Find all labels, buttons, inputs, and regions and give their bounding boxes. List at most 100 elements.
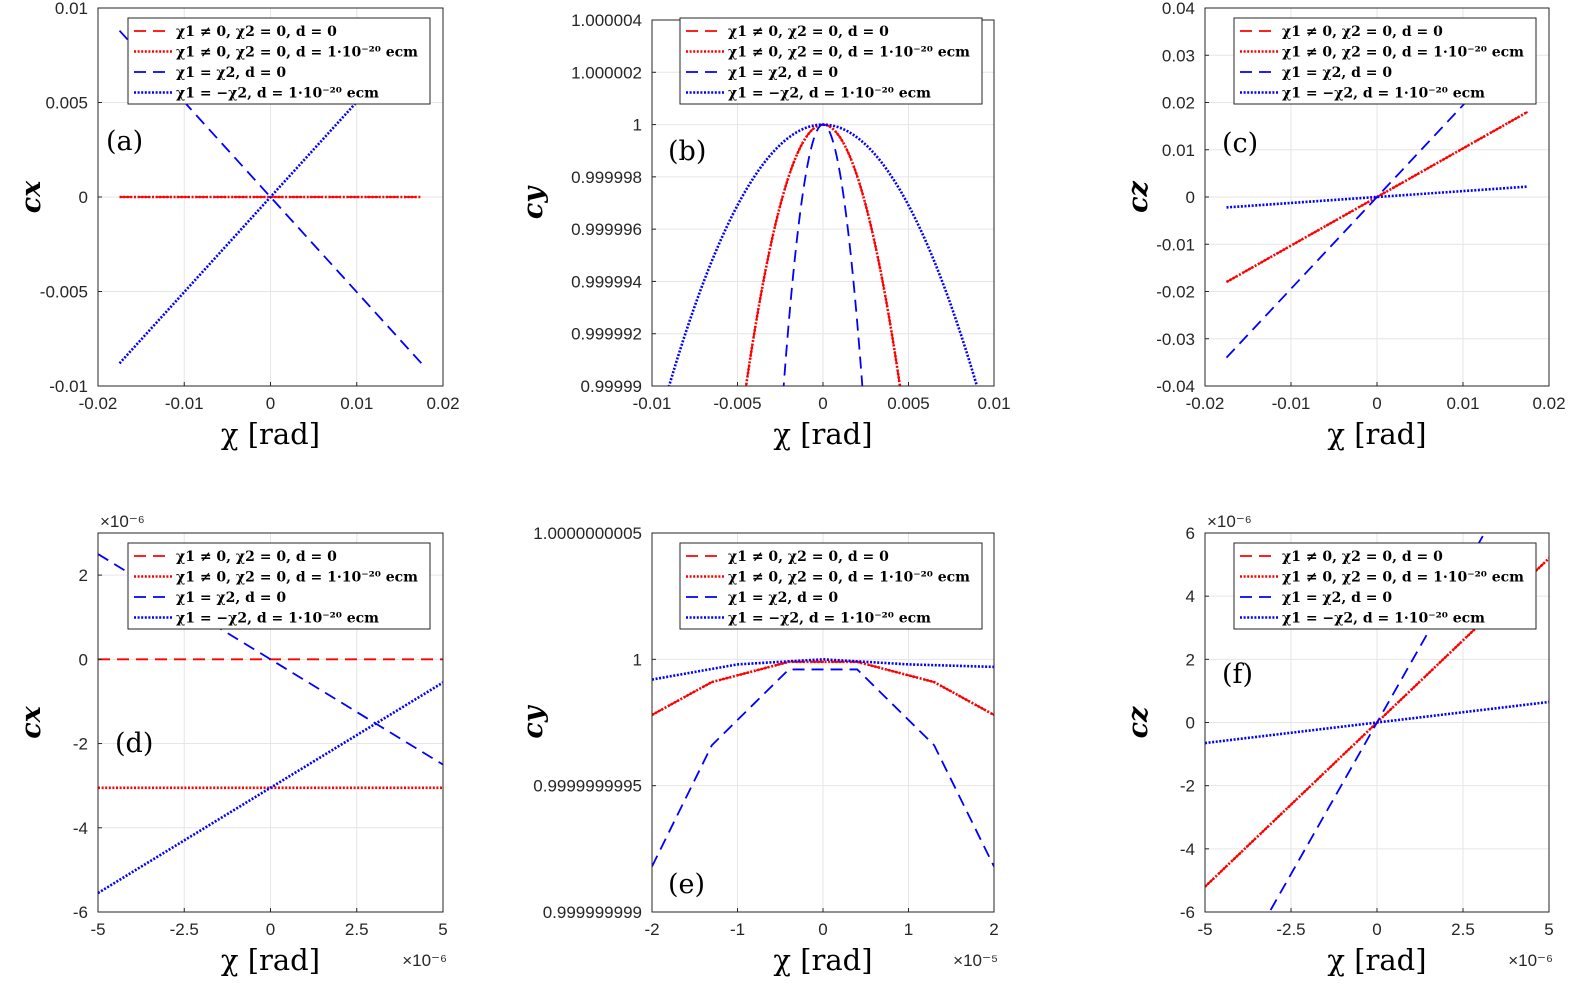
y-tick-label: 0.999996 — [571, 220, 642, 239]
legend-box — [127, 542, 431, 630]
y-tick-label: 0.005 — [45, 94, 88, 113]
y-tick-label: 0.999998 — [571, 168, 642, 187]
x-axis-label: χ [rad] — [221, 417, 320, 451]
series-line-3 — [652, 668, 994, 867]
x-tick-label: -1 — [730, 920, 745, 939]
x-tick-label: -0.02 — [79, 394, 118, 413]
y-tick-label: 0 — [79, 650, 88, 669]
x-tick-label: 0.02 — [426, 394, 459, 413]
x-tick-label: 5 — [438, 920, 447, 939]
legend-label: χ1 ≠ 0, χ2 = 0, d = 0 — [728, 24, 889, 40]
subplot-c: -0.02 -0.01 0 0.01 0.02 -0.04 -0.03 -0.02 -0.01 0… — [1123, 0, 1566, 451]
legend-label: χ1 = χ2, d = 0 — [176, 65, 286, 81]
x-tick-label: -2 — [644, 920, 659, 939]
legend-label: χ1 = χ2, d = 0 — [728, 65, 838, 81]
y-axis-label: cy — [518, 185, 549, 219]
x-multiplier: ×10⁻⁶ — [1508, 951, 1553, 970]
y-tick-label: 1.000004 — [571, 11, 642, 30]
x-tick-label: 0 — [818, 394, 827, 413]
x-tick-label: -0.02 — [1186, 394, 1225, 413]
y-tick-label: -0.005 — [40, 283, 88, 302]
x-tick-label: 0.01 — [340, 394, 373, 413]
legend-label: χ1 ≠ 0, χ2 = 0, d = 1·10⁻²⁰ ecm — [728, 570, 970, 586]
y-tick-label: 0 — [1186, 714, 1195, 733]
series-line-4 — [118, 29, 423, 365]
y-tick-label: -2 — [73, 735, 88, 754]
x-tick-label: -5 — [90, 920, 105, 939]
legend-label: χ1 ≠ 0, χ2 = 0, d = 1·10⁻²⁰ ecm — [1282, 45, 1524, 61]
y-tick-label: -4 — [73, 819, 88, 838]
series-group — [667, 123, 979, 386]
legend-box — [679, 17, 983, 105]
legend-box — [127, 17, 431, 105]
y-tick-label: 0.99999 — [581, 377, 642, 396]
x-axis-label: χ [rad] — [1327, 417, 1426, 451]
series-group — [652, 658, 994, 867]
panel-label: (f) — [1222, 659, 1253, 690]
x-tick-label: 0.01 — [977, 394, 1010, 413]
y-axis-label: cx — [16, 180, 47, 213]
series-line-4 — [667, 123, 979, 386]
x-tick-label: -5 — [1197, 920, 1212, 939]
legend-label: χ1 ≠ 0, χ2 = 0, d = 0 — [1282, 549, 1443, 565]
x-tick-label: 5 — [1544, 920, 1553, 939]
x-tick-label: 2.5 — [345, 920, 369, 939]
y-tick-label: 0 — [1186, 188, 1195, 207]
panel-label: (a) — [106, 126, 143, 157]
legend-label: χ1 = χ2, d = 0 — [1282, 65, 1392, 81]
x-tick-label: -0.01 — [1272, 394, 1311, 413]
x-tick-label: 0 — [818, 920, 827, 939]
y-tick-label: 1.0000000005 — [533, 524, 642, 543]
x-tick-label: 0 — [1372, 920, 1381, 939]
x-axis-label: χ [rad] — [1327, 943, 1426, 977]
legend: χ1 ≠ 0, χ2 = 0, d = 0 χ1 ≠ 0, χ2 = 0, d =… — [679, 542, 983, 630]
y-tick-label: 2 — [79, 566, 88, 585]
y-axis-label: cy — [518, 704, 549, 738]
x-multiplier: ×10⁻⁶ — [402, 951, 447, 970]
x-tick-label: 0 — [266, 394, 275, 413]
y-tick-label: -0.04 — [1156, 377, 1195, 396]
y-tick-label: 1 — [633, 116, 642, 135]
y-tick-label: 0.04 — [1162, 0, 1195, 18]
legend-box — [679, 542, 983, 630]
subplot-e: -2 -1 0 1 2 0.999999999 0.9999999995 1 1.0000000… — [518, 524, 999, 977]
legend-label: χ1 ≠ 0, χ2 = 0, d = 1·10⁻²⁰ ecm — [176, 45, 418, 61]
series-group — [118, 29, 423, 365]
y-tick-label: 0.01 — [55, 0, 88, 18]
legend-label: χ1 = −χ2, d = 1·10⁻²⁰ ecm — [1282, 86, 1485, 102]
y-tick-label: 0.03 — [1162, 46, 1195, 65]
legend-label: χ1 = χ2, d = 0 — [176, 590, 286, 606]
legend-label: χ1 = −χ2, d = 1·10⁻²⁰ ecm — [728, 611, 931, 627]
x-tick-label: 0.01 — [1446, 394, 1479, 413]
legend-label: χ1 = −χ2, d = 1·10⁻²⁰ ecm — [1282, 611, 1485, 627]
x-tick-label: -2.5 — [1276, 920, 1305, 939]
y-tick-label: -0.01 — [49, 377, 88, 396]
x-tick-label: 1 — [904, 920, 913, 939]
y-axis-label: cz — [1123, 706, 1154, 738]
legend-label: χ1 = −χ2, d = 1·10⁻²⁰ ecm — [176, 611, 379, 627]
series-line-4 — [652, 658, 994, 681]
subplot-f: -5 -2.5 0 2.5 5 -6 -4 -2 0 2 4 6 ×10⁻⁶ ×10⁻⁶ χ [rad] cz… — [1123, 512, 1554, 977]
legend: χ1 ≠ 0, χ2 = 0, d = 0 χ1 ≠ 0, χ2 = 0, d =… — [1233, 17, 1537, 105]
series-line-4 — [1205, 700, 1549, 745]
x-tick-label: -0.01 — [633, 394, 672, 413]
y-tick-label: -4 — [1180, 840, 1195, 859]
legend: χ1 ≠ 0, χ2 = 0, d = 0 χ1 ≠ 0, χ2 = 0, d =… — [679, 17, 983, 105]
y-tick-label: 0.9999999995 — [533, 777, 642, 796]
x-tick-label: 2 — [989, 920, 998, 939]
series-line-4 — [98, 681, 443, 895]
x-axis-label: χ [rad] — [773, 943, 872, 977]
legend-label: χ1 ≠ 0, χ2 = 0, d = 0 — [176, 549, 337, 565]
x-tick-label: -0.01 — [165, 394, 204, 413]
subplot-a: -0.02 -0.01 0 0.01 0.02-0.01-0.00500.0050.01… — [16, 0, 460, 451]
x-tick-label: -0.005 — [713, 394, 761, 413]
legend-box — [1233, 542, 1537, 630]
subplot-d: -5 -2.5 0 2.5 5 -6 -4 -2 0 2 ×10⁻⁶ ×10⁻⁶ χ [rad] cx (d… — [16, 512, 448, 977]
y-tick-label: 0.01 — [1162, 141, 1195, 160]
y-tick-label: 0 — [79, 188, 88, 207]
y-multiplier: ×10⁻⁶ — [100, 512, 145, 531]
legend-label: χ1 ≠ 0, χ2 = 0, d = 0 — [176, 24, 337, 40]
legend-label: χ1 ≠ 0, χ2 = 0, d = 1·10⁻²⁰ ecm — [1282, 570, 1524, 586]
y-tick-label: -6 — [73, 903, 88, 922]
